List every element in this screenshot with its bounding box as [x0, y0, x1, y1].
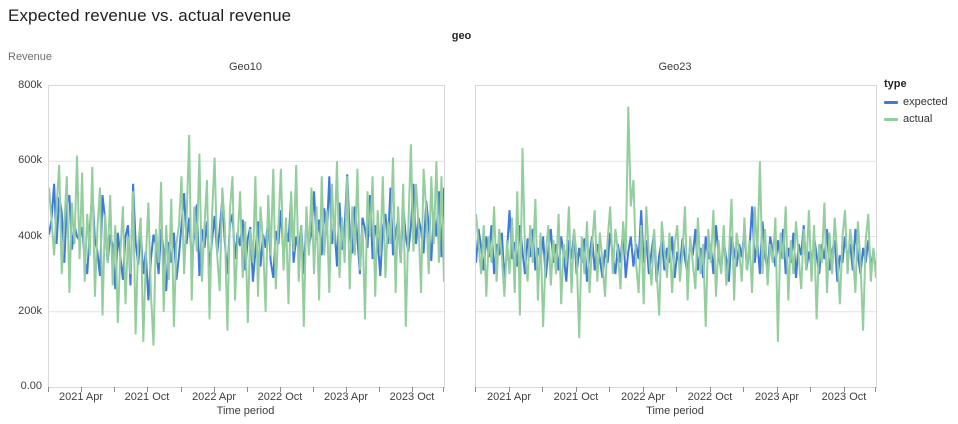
x-axis-tick	[313, 387, 314, 392]
legend: type expected actual	[884, 78, 948, 130]
x-axis-tick	[147, 387, 148, 392]
plot-area-geo23	[476, 106, 876, 342]
x-axis-tick-label: 2021 Oct	[553, 391, 599, 403]
x-axis-tick	[743, 387, 744, 392]
x-axis-tick-label: 2023 Oct	[389, 391, 435, 403]
x-axis-tick	[280, 387, 281, 392]
x-axis-tick-label: 2021 Apr	[486, 391, 532, 403]
x-axis-tick	[844, 387, 845, 392]
x-axis-tick	[379, 387, 380, 392]
x-axis-tick-label: 2022 Apr	[620, 391, 666, 403]
x-axis-tick	[48, 387, 49, 392]
legend-label-expected: expected	[903, 96, 948, 108]
actual-line-swatch-icon	[884, 118, 898, 121]
x-axis-tick	[676, 387, 677, 392]
x-axis-tick	[576, 387, 577, 392]
x-axis-tick-label: 2023 Apr	[754, 391, 800, 403]
x-axis-tick	[443, 387, 444, 392]
legend-item-actual[interactable]: actual	[884, 113, 948, 126]
x-axis-tick	[346, 387, 347, 392]
legend-title: type	[884, 78, 907, 90]
x-axis-tick	[609, 387, 610, 392]
page-title: Expected revenue vs. actual revenue	[8, 6, 292, 25]
x-axis-tick-label: 2022 Oct	[687, 391, 733, 403]
y-axis-tick-label: 800k	[18, 79, 42, 91]
actual-line-series	[476, 106, 876, 342]
plot-area-geo10	[49, 134, 444, 346]
facet-field-header: geo	[451, 30, 472, 42]
x-axis-tick	[214, 387, 215, 392]
x-axis-tick	[509, 387, 510, 392]
x-axis-tick-label: 2023 Oct	[821, 391, 867, 403]
facet-title-geo23: Geo23	[658, 61, 692, 73]
facet-title-geo10: Geo10	[228, 61, 263, 73]
x-axis-tick	[710, 387, 711, 392]
x-axis-tick	[247, 387, 248, 392]
x-axis-tick-label: 2022 Oct	[257, 391, 303, 403]
legend-item-expected[interactable]: expected	[884, 96, 948, 109]
y-axis-tick-label: 400k	[18, 229, 42, 242]
x-axis-tick	[777, 387, 778, 392]
x-axis-tick	[181, 387, 182, 392]
x-axis-tick-label: 2021 Oct	[124, 391, 170, 403]
y-axis-tick-label: 600k	[18, 154, 42, 167]
x-axis-tick	[114, 387, 115, 392]
x-axis-tick	[643, 387, 644, 392]
x-axis-tick-label: 2023 Apr	[323, 391, 369, 403]
x-axis-tick	[475, 387, 476, 392]
line-chart-geo10	[48, 85, 445, 388]
x-axis-tick	[542, 387, 543, 392]
expected-line-series	[476, 206, 876, 282]
x-axis-tick	[412, 387, 413, 392]
x-axis-tick	[810, 387, 811, 392]
x-axis-title-right: Time period	[646, 405, 704, 417]
actual-line-series	[49, 134, 444, 346]
expected-line-swatch-icon	[884, 101, 898, 104]
x-axis-tick	[875, 387, 876, 392]
x-axis-tick	[81, 387, 82, 392]
line-chart-geo23	[475, 85, 877, 388]
y-axis-tick-label: 200k	[18, 304, 42, 317]
x-axis-title-left: Time period	[216, 405, 275, 417]
x-axis-tick-label: 2021 Apr	[58, 391, 104, 403]
y-axis-title: Revenue	[8, 51, 53, 63]
y-axis-tick-label: 0.00	[20, 380, 42, 392]
legend-label-actual: actual	[903, 113, 933, 125]
x-axis-tick-label: 2022 Apr	[191, 391, 237, 403]
